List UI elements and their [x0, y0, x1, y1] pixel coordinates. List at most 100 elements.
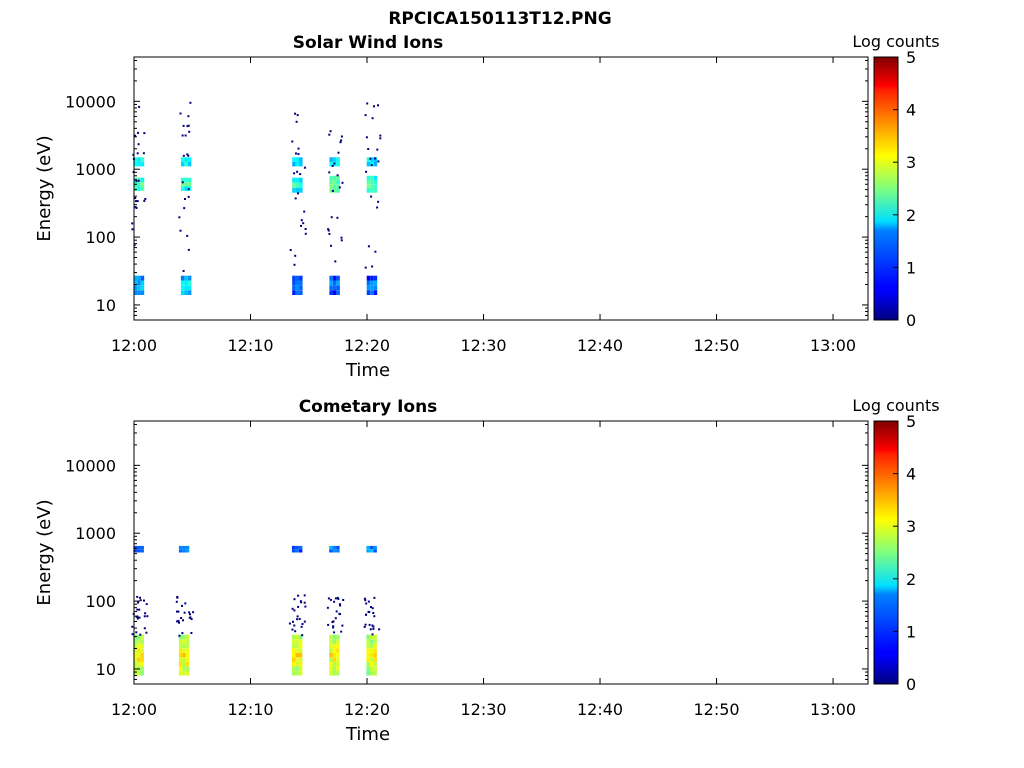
sparse-cell	[189, 101, 192, 104]
sparse-cell	[183, 207, 186, 210]
sparse-cell	[137, 143, 140, 146]
core-cell	[182, 634, 186, 640]
sparse-cell	[184, 198, 186, 200]
sparse-cell	[131, 633, 134, 636]
ion-peak-cell	[336, 549, 340, 553]
sparse-cell	[337, 151, 340, 154]
sparse-cell	[329, 598, 332, 601]
sparse-cell	[145, 603, 148, 606]
y-tick-label: 10	[96, 296, 116, 315]
sparse-cell	[135, 631, 138, 634]
ion-high-cell	[133, 157, 138, 162]
ion-peak-cell	[178, 549, 183, 553]
core-cell	[299, 275, 303, 281]
ion-peak-cell	[185, 545, 190, 550]
panel-title: Cometary Ions	[299, 397, 438, 417]
ion-peak-cell	[291, 549, 296, 553]
ion-peak-cell	[332, 545, 337, 550]
core-cell	[182, 661, 186, 667]
sparse-cell	[188, 616, 191, 619]
core-cell	[369, 643, 374, 649]
core-cell	[373, 643, 377, 649]
ion-peak-cell	[369, 549, 374, 553]
core-cell	[185, 639, 190, 644]
sparse-cell	[371, 117, 374, 120]
x-tick-label: 12:40	[577, 336, 623, 355]
sparse-cell	[327, 623, 330, 626]
sparse-cell	[339, 141, 342, 144]
core-cell	[178, 671, 183, 676]
x-tick-label: 12:00	[111, 700, 157, 719]
core-cell	[373, 652, 377, 658]
core-cell	[332, 290, 337, 295]
x-tick-label: 13:00	[810, 336, 856, 355]
core-cell	[184, 285, 188, 291]
core-cell	[295, 634, 299, 640]
core-cell	[332, 275, 337, 281]
sparse-cell	[372, 612, 375, 614]
core-cell	[329, 275, 333, 281]
ion-high-cell	[329, 161, 333, 167]
ion-peak-cell	[180, 177, 185, 183]
ion-peak-cell	[370, 188, 374, 193]
core-cell	[137, 285, 141, 291]
core-cell	[298, 666, 303, 671]
sparse-cell	[184, 134, 187, 137]
core-cell	[295, 290, 300, 295]
core-cell	[299, 290, 303, 295]
ion-peak-cell	[332, 184, 337, 189]
core-cell	[180, 290, 185, 295]
core-cell	[182, 648, 186, 653]
core-cell	[336, 280, 340, 286]
core-cell	[329, 639, 333, 644]
core-cell	[295, 648, 299, 653]
figure-title: RPCICA150113T12.PNG	[388, 9, 611, 29]
ion-peak-cell	[137, 182, 141, 187]
core-cell	[187, 280, 192, 286]
ion-peak-cell	[373, 175, 378, 180]
sparse-cell	[294, 254, 297, 257]
ion-peak-cell	[373, 184, 378, 189]
core-cell	[133, 661, 137, 667]
core-cell	[366, 652, 370, 658]
core-cell	[185, 671, 190, 676]
sparse-cell	[291, 607, 294, 610]
sparse-cell	[143, 132, 146, 135]
sparse-cell	[302, 222, 305, 225]
x-tick-label: 12:20	[344, 700, 390, 719]
sparse-cell	[136, 152, 139, 155]
sparse-cell	[327, 597, 330, 600]
core-cell	[291, 661, 296, 667]
x-tick-label: 12:40	[577, 700, 623, 719]
sparse-cell	[341, 181, 344, 184]
ion-peak-cell	[336, 184, 340, 189]
sparse-cell	[137, 179, 140, 182]
sparse-cell	[304, 605, 307, 608]
ion-peak-cell	[373, 188, 378, 193]
sparse-cell	[291, 140, 294, 143]
core-cell	[369, 657, 374, 662]
core-cell	[136, 671, 141, 676]
ion-peak-cell	[366, 175, 371, 180]
core-cell	[370, 285, 374, 291]
core-cell	[373, 639, 377, 644]
ion-peak-cell	[373, 545, 377, 550]
sparse-cell	[135, 180, 138, 183]
core-cell	[332, 666, 337, 671]
core-cell	[178, 661, 183, 667]
sparse-cell	[136, 200, 139, 203]
sparse-cell	[293, 609, 296, 612]
core-cell	[295, 652, 299, 658]
sparse-cell	[371, 265, 374, 268]
ion-peak-cell	[370, 175, 374, 180]
sparse-cell	[135, 200, 137, 203]
sparse-cell	[374, 250, 377, 253]
core-cell	[373, 280, 378, 286]
core-cell	[373, 671, 377, 676]
colorbar-label: Log counts	[852, 32, 939, 51]
core-cell	[291, 634, 296, 640]
y-tick-label: 1000	[75, 524, 116, 543]
x-tick-label: 12:30	[460, 336, 506, 355]
sparse-cell	[328, 171, 331, 174]
sparse-cell	[298, 618, 301, 620]
